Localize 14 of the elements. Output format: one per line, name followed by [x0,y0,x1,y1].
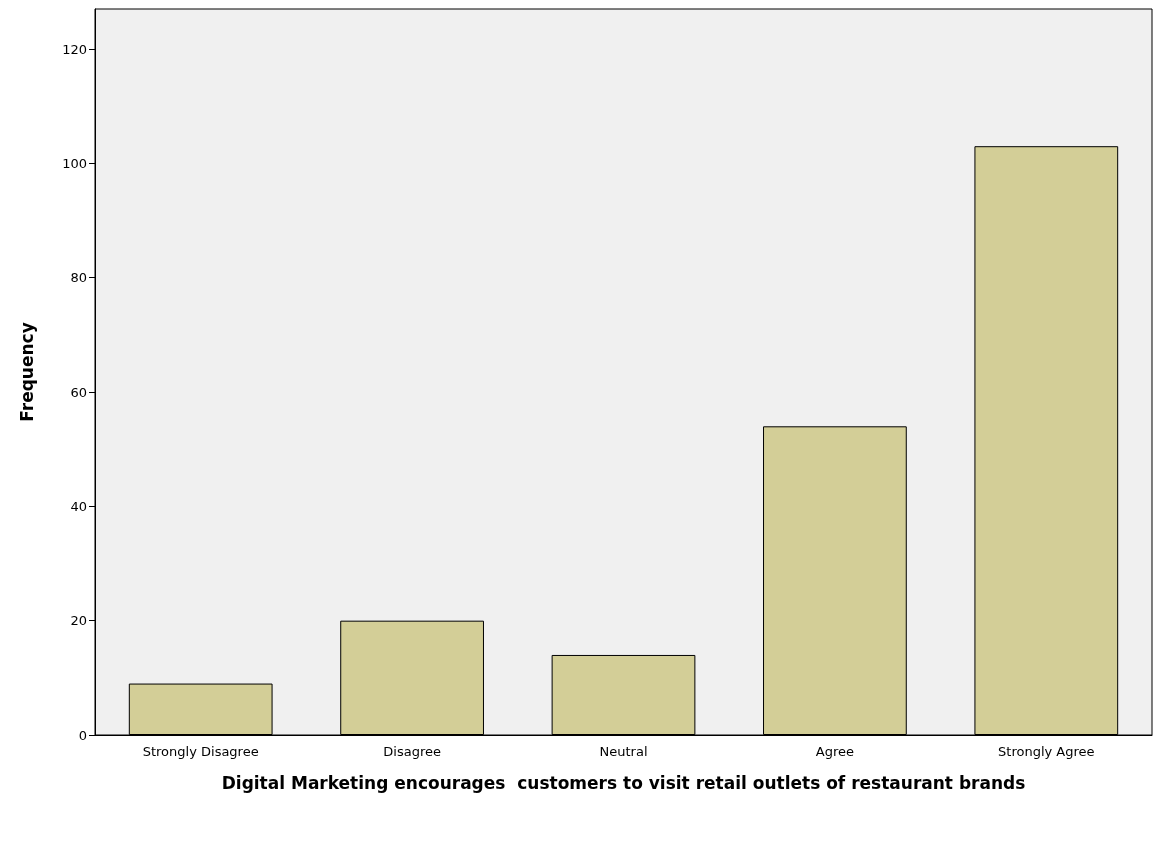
x-tick-label: Strongly Agree [998,744,1095,759]
x-tick-label: Strongly Disagree [142,744,259,759]
y-tick-label: 40 [70,498,87,514]
x-tick-label: Neutral [599,744,648,759]
x-tick-label: Agree [815,744,854,759]
y-tick-label: 120 [62,41,87,57]
y-tick-label: 60 [70,384,87,400]
y-tick-label: 0 [78,727,87,743]
y-tick-label: 100 [62,155,87,171]
x-tick-label: Disagree [383,744,441,759]
x-axis-title: Digital Marketing encourages customers to visit retail outlets of restaurant brands [221,773,1026,793]
y-tick-label: 80 [70,270,87,286]
y-tick-label: 20 [70,613,87,629]
y-axis-title: Frequency [16,322,37,422]
